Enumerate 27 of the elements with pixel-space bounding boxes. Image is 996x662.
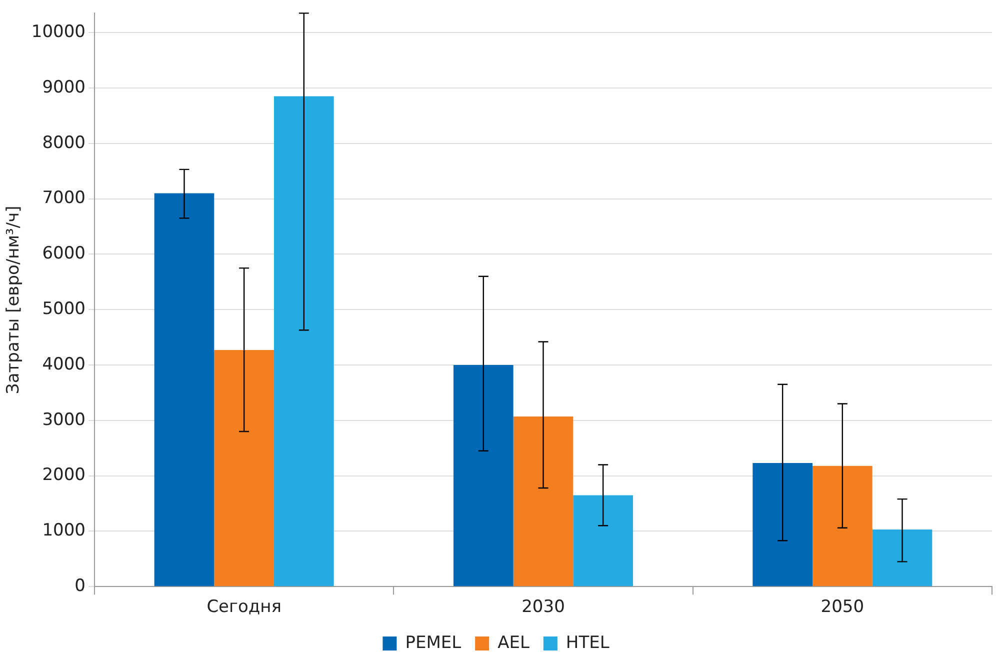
bar [214, 350, 274, 586]
y-tick-label: 6000 [42, 244, 86, 264]
bar [453, 364, 514, 586]
legend-label: AEL [498, 632, 530, 653]
x-tick-label: 2030 [522, 597, 565, 618]
bar [513, 416, 574, 586]
x-tick-label: 2050 [820, 597, 864, 618]
legend-label: HTEL [566, 632, 610, 653]
y-tick-label: 2000 [42, 465, 86, 486]
bar [573, 495, 633, 586]
bar [274, 96, 334, 586]
legend-label: PEMEL [405, 632, 462, 653]
bar [154, 193, 214, 586]
y-tick-label: 3000 [42, 410, 86, 430]
y-tick-label: 7000 [42, 188, 86, 208]
y-tick-label: 10000 [31, 22, 86, 42]
bar [752, 463, 812, 586]
x-tick-label: Сегодня [206, 597, 282, 618]
y-tick-label: 1000 [42, 520, 86, 541]
bar [812, 466, 872, 586]
y-tick-label: 4000 [42, 354, 86, 374]
y-tick-label: 0 [74, 576, 86, 596]
bar [872, 530, 932, 586]
y-tick-label: 8000 [42, 132, 86, 153]
y-axis-title: Затраты [евро/нм³/ч] [4, 206, 24, 394]
y-tick-label: 9000 [42, 77, 86, 98]
y-tick-label: 5000 [42, 299, 86, 320]
